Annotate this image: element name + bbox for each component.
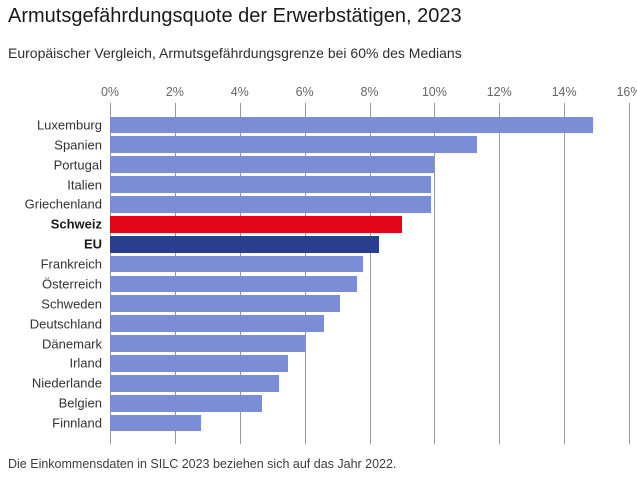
chart-row: Spanien — [0, 135, 637, 155]
gridline — [110, 103, 111, 444]
chart-row: Portugal — [0, 155, 637, 175]
x-axis: 0% 2% 4% 6% 8% 10% 12% 14% 16% — [0, 85, 637, 100]
x-axis-tick-label: 14% — [551, 85, 577, 99]
chart-row: Deutschland — [0, 314, 637, 334]
bar-chart: Luxemburg Spanien Portugal Italien Griechenl… — [0, 115, 637, 433]
category-label: Finnland — [52, 415, 102, 431]
gridline — [369, 103, 371, 444]
category-label: Schweiz — [50, 216, 102, 232]
chart-row: Österreich — [0, 274, 637, 294]
bar-schweden — [110, 295, 341, 313]
bar-deutschland — [110, 315, 325, 333]
category-label: Deutschland — [29, 316, 102, 332]
bar-area — [110, 334, 629, 354]
x-axis-tick-label: 4% — [230, 85, 249, 99]
bar-area — [110, 135, 629, 155]
x-axis-tick-label: 10% — [421, 85, 447, 99]
chart-row: EU — [0, 234, 637, 254]
bar-griechenland — [110, 196, 432, 213]
gridline — [434, 103, 436, 444]
bar-schweiz — [110, 215, 402, 233]
bar-area — [110, 373, 629, 393]
bar-d-nemark — [110, 335, 305, 352]
chart-row: Schweden — [0, 294, 637, 314]
gridlines — [110, 103, 630, 444]
bar-frankreich — [110, 255, 363, 273]
bar-spanien — [110, 136, 477, 154]
bar-portugal — [110, 156, 435, 174]
bar-eu — [110, 235, 380, 253]
gridline — [499, 103, 501, 444]
chart-row: Niederlande — [0, 373, 637, 393]
category-label: Dänemark — [42, 336, 102, 352]
page-title: Armutsgefährdungsquote der Erwerbstätige… — [8, 5, 462, 27]
category-label: Niederlande — [31, 375, 102, 391]
bar-italien — [110, 176, 432, 193]
bar-niederlande — [110, 374, 279, 392]
chart-row: Schweiz — [0, 214, 637, 234]
chart-row: Finnland — [0, 413, 637, 433]
gridline — [629, 103, 630, 444]
gridline — [564, 103, 566, 444]
category-label: Irland — [69, 355, 102, 371]
bar-area — [110, 115, 629, 135]
category-label: Griechenland — [24, 196, 102, 212]
gridline — [239, 103, 241, 444]
footer-note: Die Einkommensdaten in SILC 2023 beziehe… — [8, 457, 397, 471]
category-label: Portugal — [53, 157, 102, 173]
bar-luxemburg — [110, 116, 594, 134]
category-label: Spanien — [54, 137, 102, 153]
x-axis-tick-label: 0% — [100, 85, 120, 99]
chart-row: Italien — [0, 175, 637, 195]
chart-row: Irland — [0, 354, 637, 374]
category-label: Schweden — [41, 296, 102, 312]
chart-row: Griechenland — [0, 195, 637, 215]
chart-row: Dänemark — [0, 334, 637, 354]
x-axis-tick-label: 8% — [360, 85, 379, 99]
gridline — [174, 103, 176, 444]
bar-area — [110, 214, 629, 234]
bar-belgien — [110, 394, 263, 412]
bar-area — [110, 195, 629, 215]
category-label: Frankreich — [40, 256, 102, 272]
category-label: Österreich — [42, 276, 102, 292]
gridline — [304, 103, 306, 444]
chart-row: Belgien — [0, 393, 637, 413]
category-label: EU — [83, 236, 102, 252]
chart-row: Luxemburg — [0, 115, 637, 135]
bar-area — [110, 413, 629, 433]
bar-area — [110, 254, 629, 274]
x-axis-tick-label: 12% — [486, 85, 512, 99]
bar-area — [110, 234, 629, 254]
bar-area — [110, 155, 629, 175]
chart-row: Frankreich — [0, 254, 637, 274]
bar-area — [110, 175, 629, 195]
bar--sterreich — [110, 275, 357, 293]
bar-area — [110, 314, 629, 334]
bar-area — [110, 393, 629, 413]
x-axis-tick-label: 16% — [616, 85, 637, 99]
bar-area — [110, 274, 629, 294]
bar-finnland — [110, 414, 201, 432]
x-axis-tick-label: 2% — [165, 85, 184, 99]
category-label: Luxemburg — [36, 117, 102, 133]
bar-irland — [110, 355, 289, 372]
bar-area — [110, 294, 629, 314]
bar-area — [110, 354, 629, 374]
category-label: Italien — [67, 177, 102, 193]
page-subtitle: Europäischer Vergleich, Armutsgefährdung… — [8, 45, 462, 61]
x-axis-tick-label: 6% — [295, 85, 314, 99]
category-label: Belgien — [58, 395, 102, 411]
